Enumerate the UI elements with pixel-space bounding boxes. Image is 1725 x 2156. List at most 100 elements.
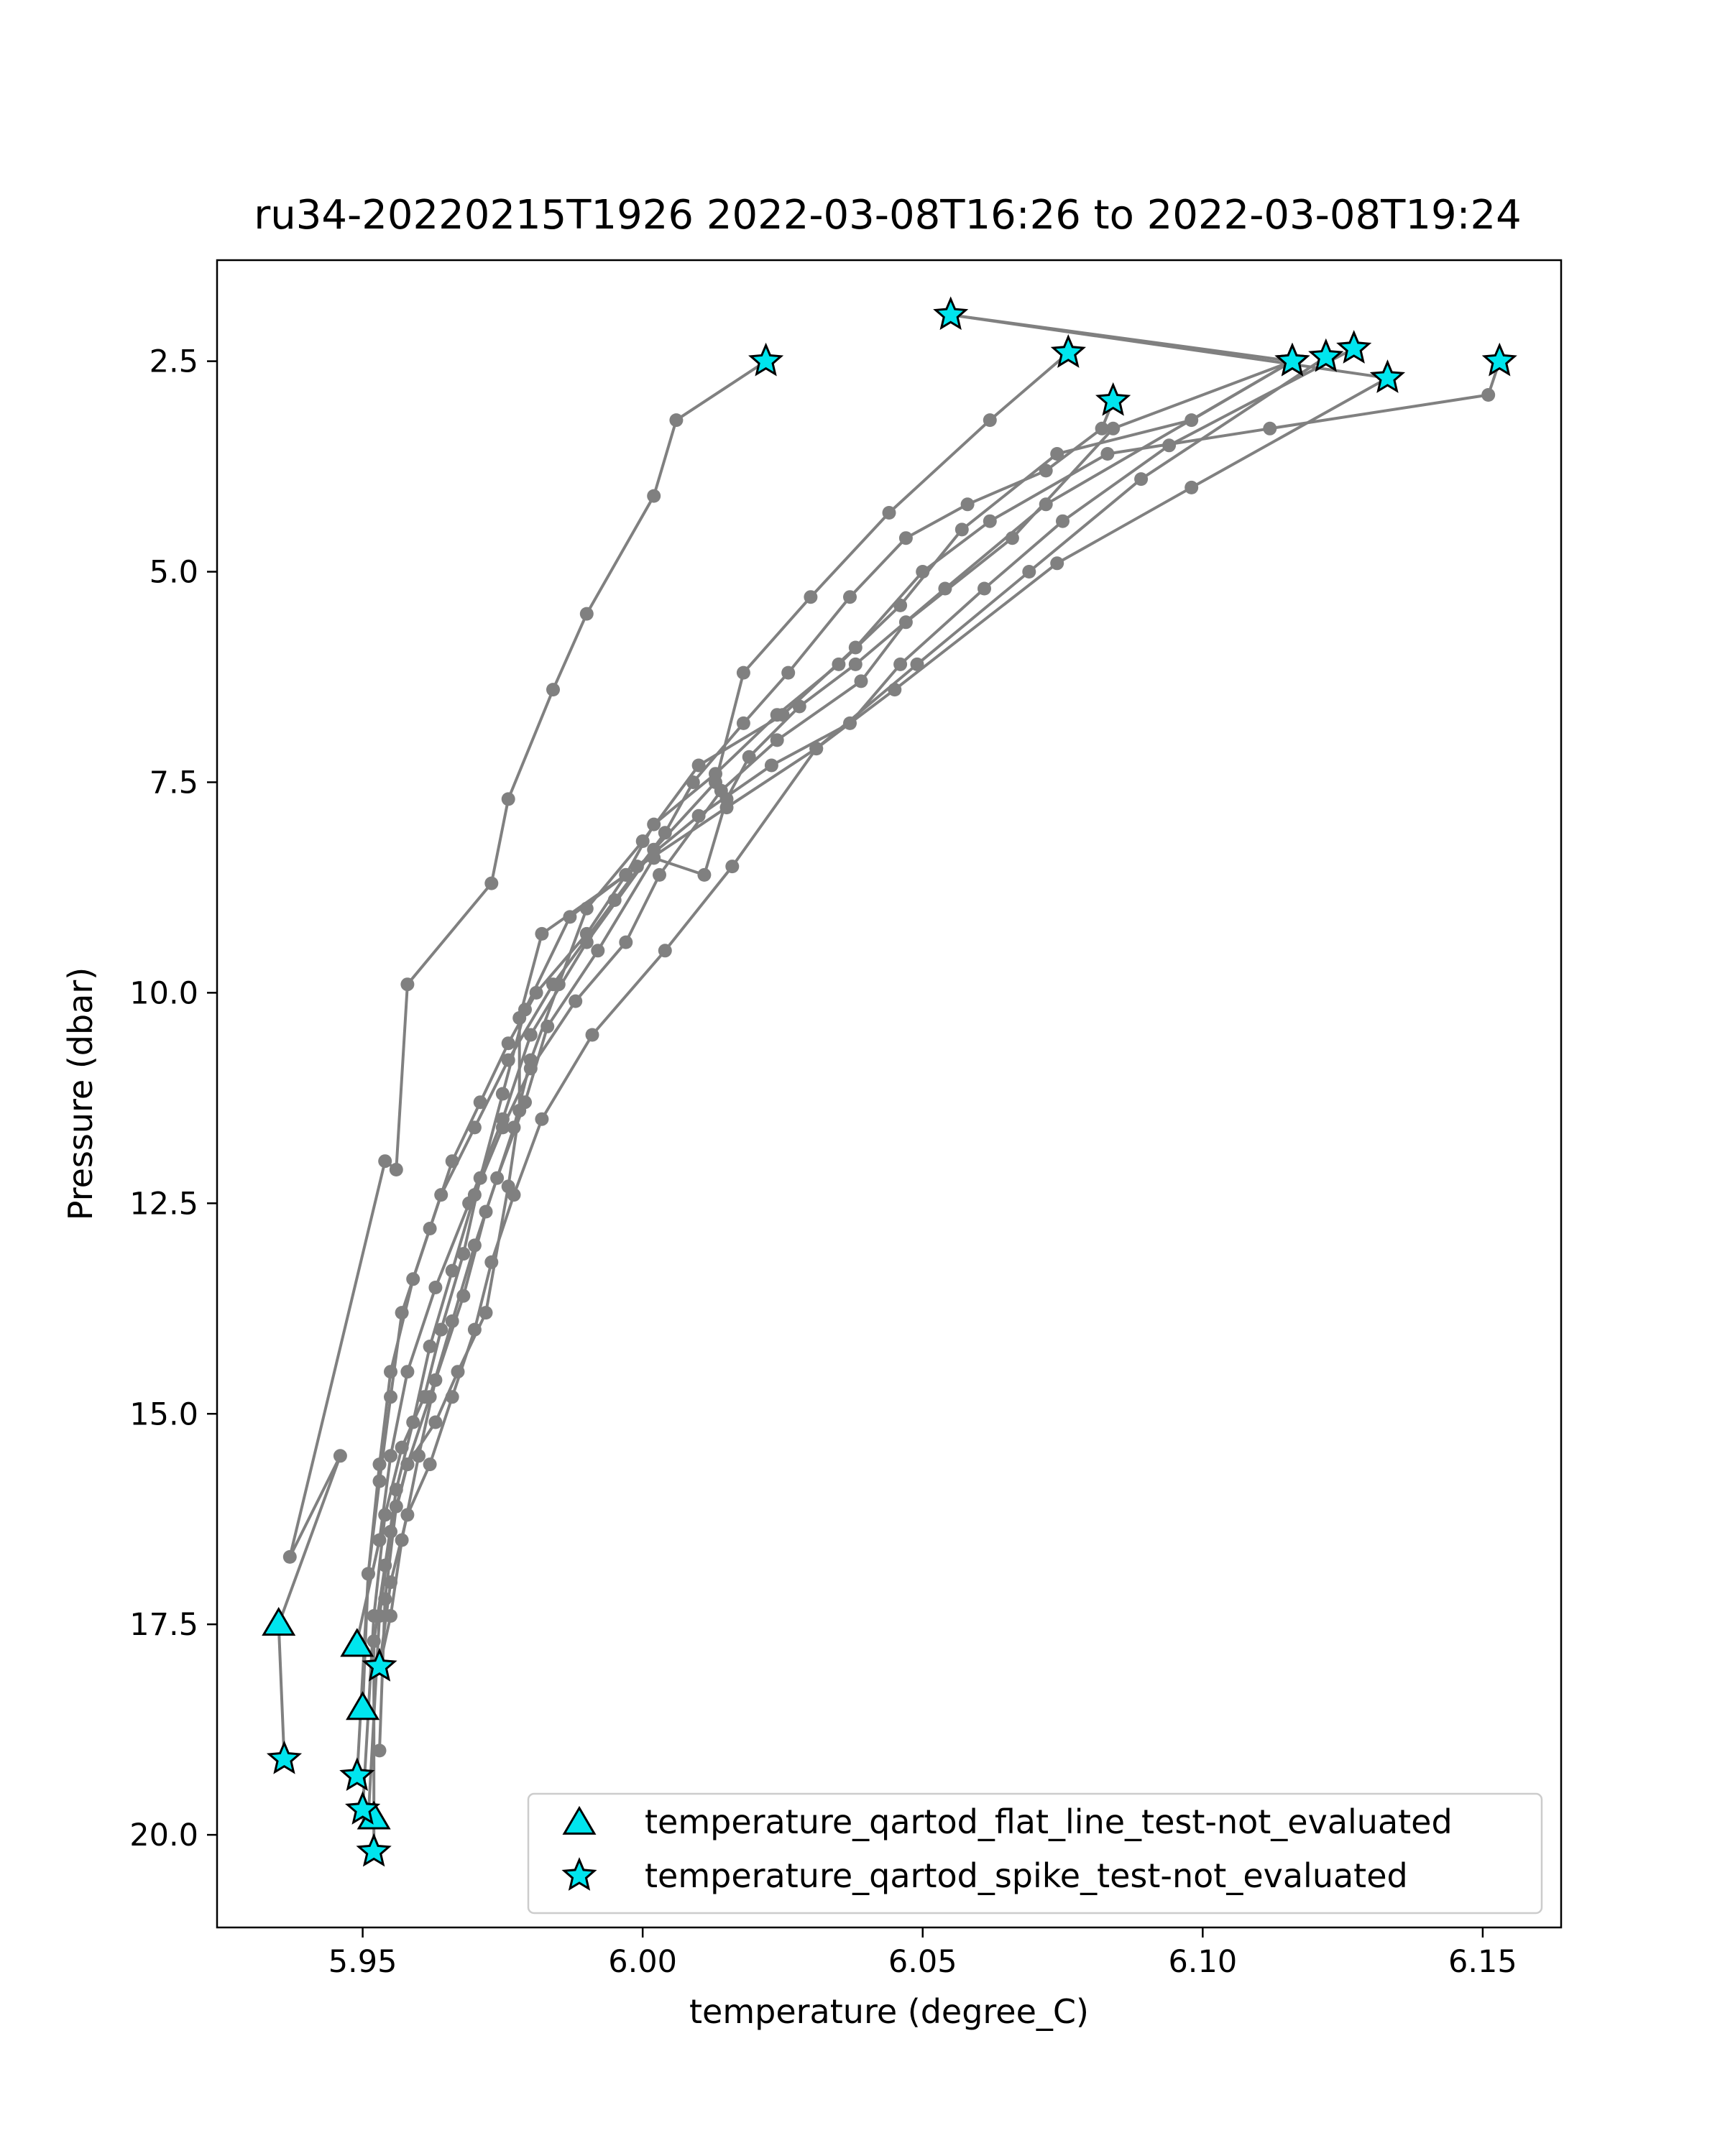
y-tick-label: 7.5 bbox=[150, 765, 198, 801]
legend-star-marker bbox=[561, 1857, 597, 1891]
profile-point bbox=[479, 1306, 493, 1320]
profile-point bbox=[669, 413, 684, 428]
spike-flag-marker bbox=[266, 1740, 303, 1774]
profile-point bbox=[428, 1373, 443, 1387]
profile-point bbox=[1022, 565, 1036, 579]
profile-point bbox=[619, 935, 633, 949]
profile-point bbox=[843, 590, 857, 604]
profile-point bbox=[579, 607, 594, 621]
profile-point bbox=[372, 1533, 387, 1547]
profile-point bbox=[282, 1549, 297, 1564]
legend-box bbox=[527, 1792, 1543, 1915]
profile-point bbox=[691, 808, 706, 823]
profile-point bbox=[736, 665, 750, 680]
profile-point bbox=[854, 674, 868, 688]
flat-line-flag-marker bbox=[340, 1628, 374, 1657]
profile-point bbox=[579, 926, 594, 941]
profile-point bbox=[501, 1036, 515, 1051]
profile-point bbox=[1184, 480, 1199, 494]
profile-point bbox=[473, 1171, 487, 1185]
profile-point bbox=[412, 1449, 426, 1463]
profile-point bbox=[535, 926, 549, 941]
spike-flag-marker bbox=[1308, 338, 1344, 372]
profile-point bbox=[1050, 556, 1064, 571]
y-axis: 2.5 5.0 7.5 10.0 12.5 15.0 17.5 20.0 bbox=[129, 344, 217, 1853]
profile-point bbox=[423, 1340, 437, 1353]
spike-flag-marker bbox=[933, 296, 969, 331]
profile-point bbox=[445, 1263, 459, 1278]
profile-point bbox=[983, 514, 997, 528]
spike-flag-marker bbox=[1369, 359, 1406, 393]
profile-point bbox=[569, 994, 583, 1008]
profile-point bbox=[423, 1222, 437, 1235]
profile-point bbox=[501, 1179, 515, 1194]
profile-point bbox=[848, 640, 862, 655]
legend-spike-star-icon bbox=[561, 1857, 597, 1891]
profile-point bbox=[898, 615, 913, 630]
profile-point bbox=[434, 1322, 448, 1337]
profile-point bbox=[804, 590, 818, 604]
profile-point bbox=[451, 1365, 465, 1379]
profile-point bbox=[635, 834, 650, 848]
profile-point bbox=[848, 657, 862, 671]
profile-line bbox=[378, 377, 1389, 1751]
profile-point bbox=[1100, 447, 1115, 461]
profile-point bbox=[445, 1154, 459, 1169]
legend-label-flat-line: temperature_qartod_flat_line_test-not_ev… bbox=[645, 1802, 1453, 1841]
spike-flag-marker bbox=[345, 1791, 381, 1825]
legend-label-spike: temperature_qartod_spike_test-not_evalua… bbox=[645, 1856, 1408, 1895]
profile-point bbox=[1039, 497, 1053, 512]
profile-point bbox=[395, 1533, 409, 1547]
profile-point bbox=[658, 826, 672, 840]
profile-point bbox=[535, 1112, 549, 1126]
profile-point bbox=[456, 1289, 471, 1303]
x-axis-label: temperature (degree_C) bbox=[689, 1992, 1089, 2031]
profile-point bbox=[1134, 472, 1149, 487]
profile-point bbox=[585, 1028, 599, 1042]
profile-point bbox=[736, 716, 750, 730]
profile-point bbox=[563, 910, 577, 924]
x-tick-label: 6.00 bbox=[608, 1944, 677, 1980]
legend-flat-line-triangle-icon bbox=[562, 1805, 597, 1835]
profile-point bbox=[546, 683, 560, 697]
profile-point bbox=[792, 699, 806, 714]
y-tick-label: 5.0 bbox=[150, 555, 198, 591]
profile-point bbox=[960, 497, 975, 512]
y-axis-label: Pressure (dbar) bbox=[61, 967, 100, 1220]
profile-point bbox=[495, 1087, 510, 1101]
spike-flag-marker bbox=[1481, 342, 1517, 377]
profile-line bbox=[950, 313, 1388, 379]
y-tick-label: 2.5 bbox=[150, 344, 198, 380]
profiles-layer bbox=[272, 308, 1506, 1858]
spike-flag-marker bbox=[1336, 330, 1372, 364]
profile-point bbox=[882, 506, 896, 520]
profile-point bbox=[709, 767, 722, 781]
profile-point bbox=[378, 1592, 392, 1606]
spike-flag-marker bbox=[748, 342, 784, 377]
profile-point bbox=[507, 1120, 521, 1135]
profile-point bbox=[653, 867, 666, 882]
profile-point bbox=[725, 860, 740, 874]
profile-point bbox=[551, 977, 566, 992]
profile-point bbox=[843, 716, 857, 730]
chart-title: ru34-20220215T1926 2022-03-08T16:26 to 2… bbox=[254, 192, 1521, 239]
profile-point bbox=[916, 565, 930, 579]
profile-point bbox=[389, 1499, 403, 1514]
profile-point bbox=[1050, 447, 1064, 461]
profile-point bbox=[1005, 531, 1019, 545]
profile-line bbox=[367, 359, 1294, 1818]
profile-point bbox=[423, 1457, 437, 1472]
spike-flag-marker bbox=[1050, 334, 1086, 368]
profile-line bbox=[277, 359, 767, 1759]
profile-point bbox=[372, 1474, 387, 1488]
profile-point bbox=[501, 792, 515, 806]
profile-point bbox=[954, 522, 969, 537]
profile-point bbox=[473, 1095, 487, 1110]
profile-point bbox=[630, 860, 644, 874]
spike-flag-marker bbox=[1095, 382, 1131, 416]
profile-point bbox=[518, 1003, 532, 1017]
profile-point bbox=[523, 1028, 538, 1042]
profile-point bbox=[714, 783, 728, 798]
profile-point bbox=[389, 1163, 403, 1176]
profile-point bbox=[372, 1743, 387, 1758]
